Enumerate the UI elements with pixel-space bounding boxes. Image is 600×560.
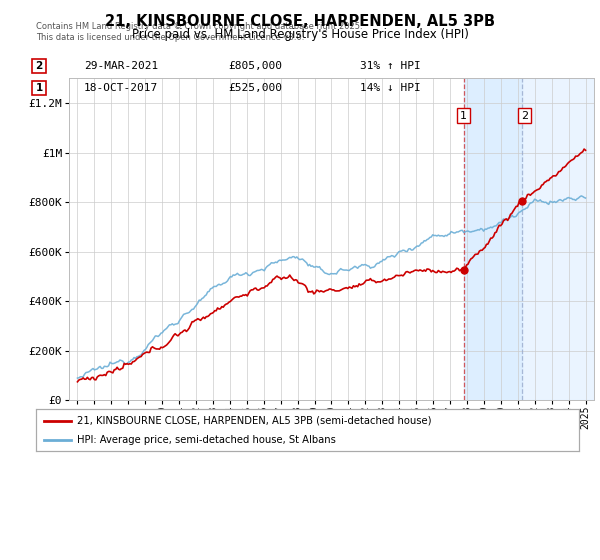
Bar: [522, 78, 594, 400]
Text: 21, KINSBOURNE CLOSE, HARPENDEN, AL5 3PB: 21, KINSBOURNE CLOSE, HARPENDEN, AL5 3PB: [105, 14, 495, 29]
Text: Price paid vs. HM Land Registry's House Price Index (HPI): Price paid vs. HM Land Registry's House …: [131, 28, 469, 41]
Text: 2: 2: [35, 61, 43, 71]
Text: Contains HM Land Registry data © Crown copyright and database right 2025.
This d: Contains HM Land Registry data © Crown c…: [36, 22, 362, 42]
Text: 18-OCT-2017: 18-OCT-2017: [84, 83, 158, 94]
Text: 31% ↑ HPI: 31% ↑ HPI: [360, 61, 421, 71]
Text: 1: 1: [35, 83, 43, 94]
Text: 1: 1: [460, 110, 467, 120]
Text: 2: 2: [521, 110, 528, 120]
Text: 21, KINSBOURNE CLOSE, HARPENDEN, AL5 3PB (semi-detached house): 21, KINSBOURNE CLOSE, HARPENDEN, AL5 3PB…: [77, 416, 431, 426]
Bar: [464, 78, 522, 400]
Bar: [32, 59, 46, 73]
Text: HPI: Average price, semi-detached house, St Albans: HPI: Average price, semi-detached house,…: [77, 435, 335, 445]
Text: 14% ↓ HPI: 14% ↓ HPI: [360, 83, 421, 94]
Text: £805,000: £805,000: [228, 61, 282, 71]
Text: 29-MAR-2021: 29-MAR-2021: [84, 61, 158, 71]
Text: £525,000: £525,000: [228, 83, 282, 94]
Bar: [32, 82, 46, 96]
